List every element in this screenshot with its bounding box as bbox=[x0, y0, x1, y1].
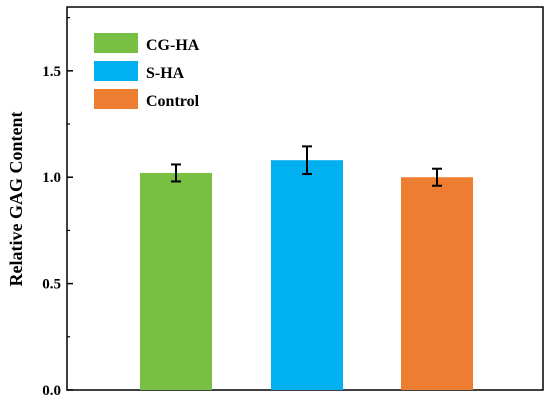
legend-swatch bbox=[94, 61, 138, 81]
y-tick-label: 1.0 bbox=[42, 170, 61, 186]
y-tick-label: 1.5 bbox=[42, 64, 61, 80]
y-tick-label: 0.5 bbox=[42, 277, 61, 293]
y-tick-label: 0.0 bbox=[42, 383, 61, 399]
bar-cg-ha bbox=[140, 172, 212, 390]
bar-s-ha bbox=[271, 160, 343, 390]
legend-label: Control bbox=[146, 93, 200, 110]
y-axis-ticks: 0.0 0.5 1.0 1.5 bbox=[42, 17, 73, 399]
legend: CG-HA S-HA Control bbox=[94, 33, 200, 110]
bars bbox=[140, 145, 473, 390]
legend-swatch bbox=[94, 89, 138, 109]
legend-label: CG-HA bbox=[146, 37, 200, 54]
bar-control bbox=[401, 177, 473, 390]
legend-label: S-HA bbox=[146, 65, 185, 82]
y-axis-title: Relative GAG Content bbox=[6, 112, 26, 287]
legend-swatch bbox=[94, 33, 138, 53]
